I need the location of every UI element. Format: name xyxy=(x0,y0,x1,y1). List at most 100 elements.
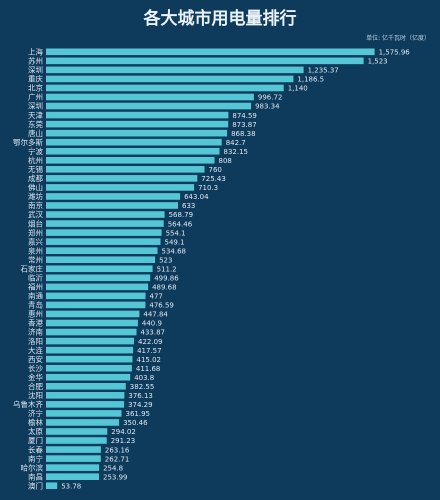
category-label: 烟台 xyxy=(28,218,43,228)
bar xyxy=(46,301,146,309)
value-label: 489.68 xyxy=(152,284,177,292)
value-label: 440.9 xyxy=(142,320,162,328)
bar xyxy=(46,319,138,327)
bar xyxy=(46,283,149,291)
value-label: 254.8 xyxy=(103,464,123,472)
category-label: 福州 xyxy=(28,283,43,292)
category-label: 合肥 xyxy=(28,381,43,391)
value-label: 523 xyxy=(159,256,172,264)
value-label: 554.1 xyxy=(166,229,186,237)
category-label: 嘉兴 xyxy=(28,236,43,246)
value-label: 350.46 xyxy=(123,419,148,427)
bar xyxy=(46,382,126,390)
category-label: 长沙 xyxy=(28,363,43,373)
category-label: 无锡 xyxy=(28,165,43,174)
value-label: 511.2 xyxy=(157,265,177,273)
bar xyxy=(46,455,101,462)
bar xyxy=(46,75,294,83)
bar xyxy=(46,220,164,227)
value-label: 874.59 xyxy=(232,112,257,120)
value-label: 725.43 xyxy=(201,175,226,183)
value-label: 53.78 xyxy=(61,482,81,490)
bar xyxy=(46,93,254,101)
chart-title: 各大城市用电量排行 xyxy=(143,8,297,29)
bar xyxy=(46,292,146,300)
value-label: 1,575.96 xyxy=(379,49,411,57)
value-label: 403.8 xyxy=(134,374,154,382)
category-label: 鄂尔多斯 xyxy=(13,137,43,147)
bar xyxy=(46,166,205,173)
bar xyxy=(46,265,153,273)
bar xyxy=(46,401,125,408)
bar xyxy=(46,364,132,372)
category-label: 太原 xyxy=(28,426,43,436)
value-label: 294.02 xyxy=(111,428,136,436)
bar xyxy=(46,410,122,417)
value-label: 760 xyxy=(209,166,222,174)
bar xyxy=(46,238,161,245)
category-label: 唐山 xyxy=(28,128,43,138)
bar xyxy=(46,310,140,318)
bar xyxy=(46,346,134,354)
bar xyxy=(46,202,178,209)
bar xyxy=(46,392,125,399)
bar xyxy=(46,437,107,444)
bar xyxy=(46,147,220,155)
bar xyxy=(46,355,133,363)
category-label: 长春 xyxy=(28,444,43,454)
category-label: 济宁 xyxy=(28,408,43,418)
category-label: 宁波 xyxy=(28,146,43,156)
category-label: 南宁 xyxy=(28,453,43,463)
value-label: 291.23 xyxy=(111,437,136,445)
category-label: 深圳 xyxy=(28,65,43,75)
value-label: 1,523 xyxy=(368,58,388,66)
category-label: 金华 xyxy=(28,372,43,382)
category-label: 潍坊 xyxy=(28,191,43,201)
category-label: 常州 xyxy=(28,255,43,264)
value-label: 868.38 xyxy=(231,130,256,138)
category-label: 佛山 xyxy=(28,182,43,192)
bar xyxy=(46,256,156,264)
value-label: 643.04 xyxy=(184,193,209,201)
value-label: 996.72 xyxy=(258,94,283,102)
bar xyxy=(46,175,198,182)
value-label: 873.87 xyxy=(232,121,257,129)
bars-group: 上海 1,575.96 苏州 1,523 深圳 1,235.37 重庆 1,186.5 北京 1,… xyxy=(13,47,410,491)
bar xyxy=(46,156,215,164)
bar xyxy=(46,446,101,453)
category-label: 澳门 xyxy=(28,480,43,490)
value-label: 633 xyxy=(182,202,195,210)
category-label: 杭州 xyxy=(28,155,43,165)
category-label: 临沂 xyxy=(28,273,43,283)
category-label: 南京 xyxy=(28,200,43,210)
bar xyxy=(46,211,165,218)
value-label: 433.87 xyxy=(141,329,166,337)
category-label: 沈阳 xyxy=(28,390,43,400)
category-label: 郑州 xyxy=(28,227,43,237)
category-label: 南昌 xyxy=(28,471,43,481)
value-label: 263.16 xyxy=(105,446,130,454)
bar xyxy=(46,328,137,336)
category-label: 重庆 xyxy=(28,74,43,84)
value-label: 808 xyxy=(219,157,232,165)
value-label: 549.1 xyxy=(165,238,185,246)
value-label: 417.57 xyxy=(137,347,162,355)
value-label: 1,235.37 xyxy=(308,67,339,75)
category-label: 哈尔滨 xyxy=(21,462,44,472)
bar xyxy=(46,229,162,236)
category-label: 厦门 xyxy=(28,436,43,445)
category-label: 南通 xyxy=(28,291,43,301)
value-label: 568.79 xyxy=(169,211,194,219)
bar xyxy=(46,84,284,92)
category-label: 成都 xyxy=(28,173,43,183)
category-label: 武汉 xyxy=(28,209,43,219)
value-label: 710.3 xyxy=(198,184,218,192)
value-label: 411.68 xyxy=(136,365,161,373)
bar xyxy=(46,48,375,56)
bar xyxy=(46,138,222,146)
value-label: 382.55 xyxy=(130,383,155,391)
category-label: 天津 xyxy=(28,111,43,120)
value-label: 476.59 xyxy=(149,302,174,310)
category-label: 上海 xyxy=(28,47,43,57)
bar xyxy=(46,111,229,119)
